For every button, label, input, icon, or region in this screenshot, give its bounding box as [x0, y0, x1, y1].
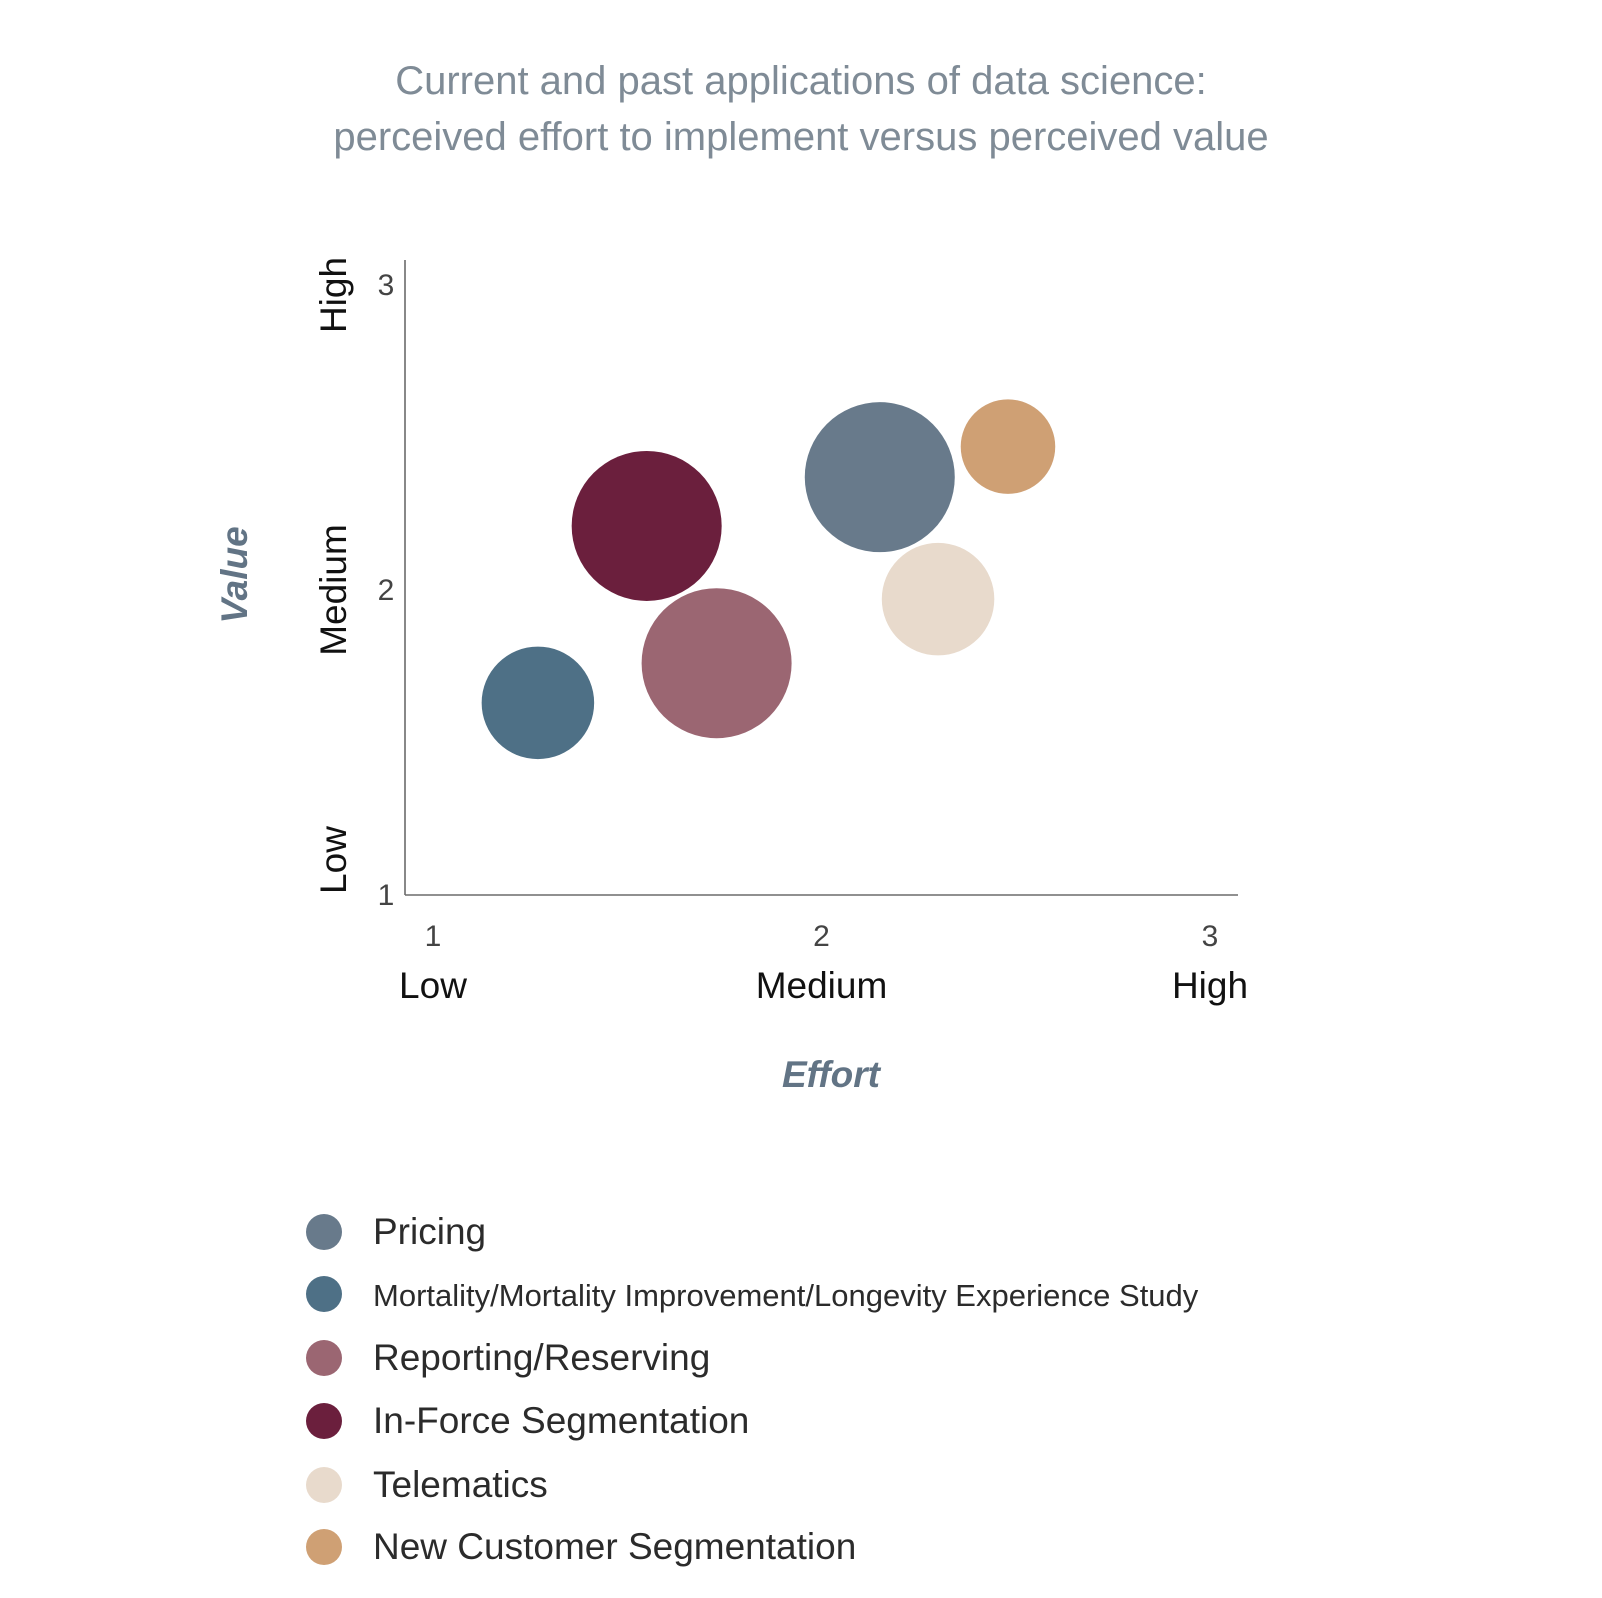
bubble-mortality-mortality-improvement-longevity-experience-study — [481, 646, 595, 760]
bubble-reporting-reserving — [641, 588, 792, 739]
x-tick-label: 2 — [813, 920, 830, 953]
x-tick-label: 3 — [1202, 920, 1219, 953]
x-tick-label: 1 — [425, 920, 442, 953]
legend-marker-telematics — [306, 1467, 342, 1503]
ticks-group: 1 Low 2 Medium 3 High 1 Low 2 Medium 3 High — [313, 257, 1248, 1006]
y-category-label: High — [313, 257, 354, 333]
legend-label: Reporting/Reserving — [373, 1337, 710, 1378]
legend: Pricing Mortality/Mortality Improvement/L… — [306, 1211, 1199, 1567]
bubble-new-customer-segmentation — [960, 399, 1056, 494]
x-category-label: Low — [399, 965, 467, 1006]
legend-marker-mortality-mortality-improvement-longevity-experience-study — [306, 1276, 342, 1312]
bubbles-group — [481, 399, 1056, 760]
bubble-telematics — [881, 542, 995, 656]
legend-label: New Customer Segmentation — [373, 1526, 856, 1567]
legend-label: Pricing — [373, 1211, 486, 1252]
legend-marker-in-force-segmentation — [306, 1403, 342, 1439]
legend-marker-new-customer-segmentation — [306, 1529, 342, 1565]
x-category-label: High — [1172, 965, 1248, 1006]
legend-label: In-Force Segmentation — [373, 1400, 749, 1441]
y-category-label: Low — [313, 826, 354, 894]
legend-label: Mortality/Mortality Improvement/Longevit… — [373, 1278, 1199, 1313]
bubble-pricing — [804, 402, 955, 553]
x-axis-title: Effort — [782, 1054, 882, 1095]
y-axis-title: Value — [214, 526, 255, 623]
bubble-in-force-segmentation — [571, 450, 722, 601]
y-tick-label: 2 — [378, 574, 395, 607]
y-tick-label: 3 — [378, 269, 395, 302]
chart-title: Current and past applications of data sc… — [395, 59, 1207, 103]
y-category-label: Medium — [313, 524, 354, 656]
legend-marker-reporting-reserving — [306, 1340, 342, 1376]
chart-subtitle: perceived effort to implement versus per… — [333, 115, 1268, 159]
x-category-label: Medium — [756, 965, 888, 1006]
legend-label: Telematics — [373, 1464, 548, 1505]
legend-marker-pricing — [306, 1214, 342, 1250]
y-tick-label: 1 — [378, 879, 395, 912]
